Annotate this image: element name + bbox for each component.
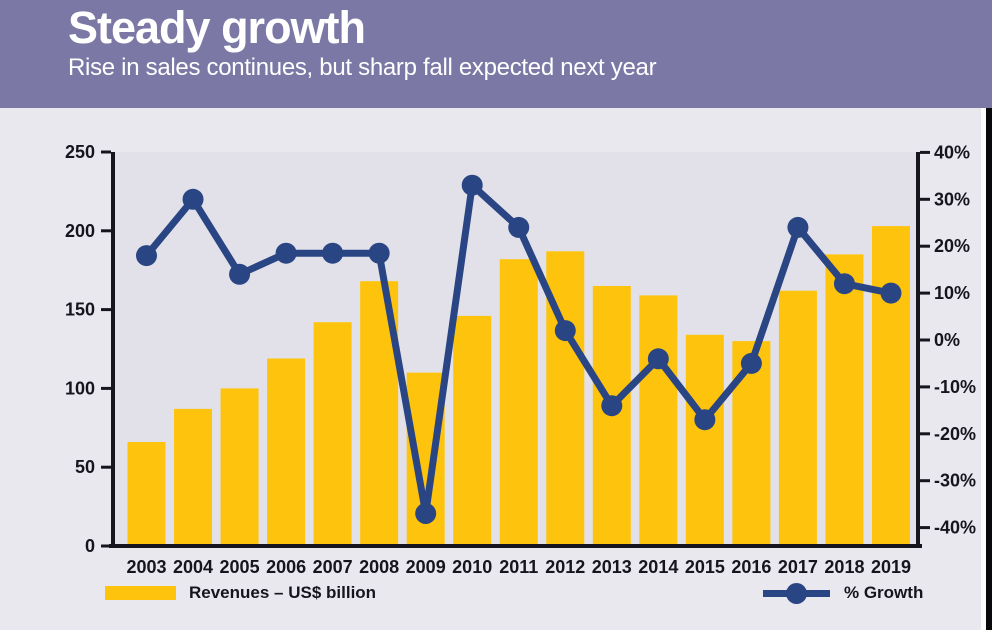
right-axis-tick-label: 30% bbox=[934, 189, 970, 209]
chart-body: 250 200 150 100 50 0 40% 30% 20% 10% 0% -10% -20% -30… bbox=[0, 108, 981, 630]
left-axis-line bbox=[111, 152, 115, 548]
chart-subtitle: Rise in sales continues, but sharp fall … bbox=[68, 54, 657, 82]
x-axis-label: 2019 bbox=[871, 557, 911, 577]
right-axis-tick-label: 20% bbox=[934, 236, 970, 256]
left-axis-tick bbox=[101, 544, 111, 548]
growth-point-2006 bbox=[275, 242, 297, 264]
revenue-bar-2010 bbox=[453, 315, 492, 546]
right-axis-tick bbox=[920, 432, 930, 436]
left-axis-tick bbox=[101, 229, 111, 233]
legend-revenues-label: Revenues – US$ billion bbox=[189, 583, 377, 602]
right-axis-tick bbox=[920, 526, 930, 530]
right-axis-tick-label: 0% bbox=[934, 330, 960, 350]
right-axis-tick-label: -40% bbox=[934, 518, 976, 538]
growth-point-2009 bbox=[415, 503, 437, 524]
left-axis-tick-label: 100 bbox=[65, 378, 95, 398]
revenue-bar-2011 bbox=[499, 259, 538, 546]
right-axis-tick bbox=[920, 479, 930, 483]
x-axis-label: 2005 bbox=[220, 557, 260, 577]
left-axis-tick-label: 250 bbox=[65, 142, 95, 162]
left-axis-tick-label: 150 bbox=[65, 300, 95, 320]
growth-point-2014 bbox=[647, 348, 669, 370]
x-axis-label: 2016 bbox=[731, 557, 771, 577]
revenue-bar-2005 bbox=[220, 388, 259, 546]
combo-chart: 250 200 150 100 50 0 40% 30% 20% 10% 0% -10% -20% -30… bbox=[65, 142, 976, 577]
x-axis-label: 2006 bbox=[266, 557, 306, 577]
right-axis-tick bbox=[920, 291, 930, 295]
right-axis-tick bbox=[920, 197, 930, 201]
revenue-bar-2007 bbox=[313, 322, 352, 546]
x-axis-label: 2007 bbox=[313, 557, 353, 577]
right-axis-line bbox=[916, 152, 920, 548]
revenue-bar-2004 bbox=[174, 408, 213, 546]
x-axis-label: 2014 bbox=[638, 557, 678, 577]
x-axis-label: 2004 bbox=[173, 557, 213, 577]
growth-dot-icon bbox=[786, 582, 807, 604]
growth-point-2004 bbox=[182, 188, 204, 210]
right-axis-tick bbox=[920, 385, 930, 389]
right-axis-tick-label: -20% bbox=[934, 424, 976, 444]
x-axis-label: 2011 bbox=[499, 557, 538, 577]
revenue-bar-2019 bbox=[871, 226, 910, 546]
revenue-bar-2017 bbox=[778, 290, 817, 546]
right-axis-tick bbox=[920, 244, 930, 248]
left-axis-tick bbox=[101, 386, 111, 390]
x-axis-label: 2008 bbox=[359, 557, 399, 577]
revenue-bar-2014 bbox=[639, 295, 678, 546]
growth-point-2007 bbox=[322, 242, 344, 264]
legend-revenues: Revenues – US$ billion bbox=[105, 582, 376, 604]
left-axis-tick-label: 0 bbox=[85, 536, 95, 556]
growth-point-2005 bbox=[229, 263, 251, 285]
left-axis-tick-label: 200 bbox=[65, 221, 95, 241]
growth-point-2003 bbox=[136, 245, 157, 267]
growth-point-2013 bbox=[601, 395, 623, 417]
right-axis-tick-label: -30% bbox=[934, 471, 976, 491]
legend-growth-label: % Growth bbox=[844, 583, 924, 602]
growth-point-2017 bbox=[787, 216, 809, 238]
growth-point-2012 bbox=[554, 320, 576, 342]
legend-growth: % Growth bbox=[763, 582, 923, 604]
growth-swatch-icon bbox=[763, 582, 830, 604]
x-axis-label: 2003 bbox=[126, 557, 166, 577]
chart-header: Steady growth Rise in sales continues, b… bbox=[0, 0, 992, 108]
growth-point-2016 bbox=[740, 352, 762, 374]
x-axis-label: 2015 bbox=[685, 557, 725, 577]
right-axis-tick-label: 40% bbox=[934, 142, 970, 162]
left-axis-tick bbox=[101, 465, 111, 469]
revenue-bar-2018 bbox=[825, 254, 864, 546]
revenue-bar-2015 bbox=[685, 334, 724, 546]
growth-point-2015 bbox=[694, 409, 716, 431]
left-axis-tick bbox=[101, 308, 111, 312]
x-axis-label: 2017 bbox=[778, 557, 818, 577]
window-edge-strip bbox=[986, 108, 992, 630]
right-axis-tick-label: 10% bbox=[934, 283, 970, 303]
revenues-swatch-icon bbox=[105, 586, 176, 600]
x-axis-line bbox=[109, 544, 922, 548]
x-axis-label: 2013 bbox=[592, 557, 632, 577]
right-axis-tick bbox=[920, 150, 930, 154]
x-axis-label: 2018 bbox=[824, 557, 864, 577]
growth-point-2010 bbox=[461, 174, 483, 196]
growth-point-2019 bbox=[880, 282, 902, 304]
revenue-bar-2006 bbox=[267, 358, 306, 546]
revenue-bar-2003 bbox=[127, 442, 166, 546]
x-axis-label: 2009 bbox=[406, 557, 446, 577]
x-axis-label: 2010 bbox=[452, 557, 492, 577]
right-axis-tick bbox=[920, 338, 930, 342]
growth-point-2018 bbox=[833, 273, 855, 295]
chart-title: Steady growth bbox=[68, 2, 366, 53]
left-axis-tick-label: 50 bbox=[75, 457, 95, 477]
right-axis-tick-label: -10% bbox=[934, 377, 976, 397]
growth-point-2011 bbox=[508, 216, 530, 238]
growth-point-2008 bbox=[368, 242, 390, 264]
x-axis-label: 2012 bbox=[545, 557, 585, 577]
left-axis-tick bbox=[101, 150, 111, 154]
